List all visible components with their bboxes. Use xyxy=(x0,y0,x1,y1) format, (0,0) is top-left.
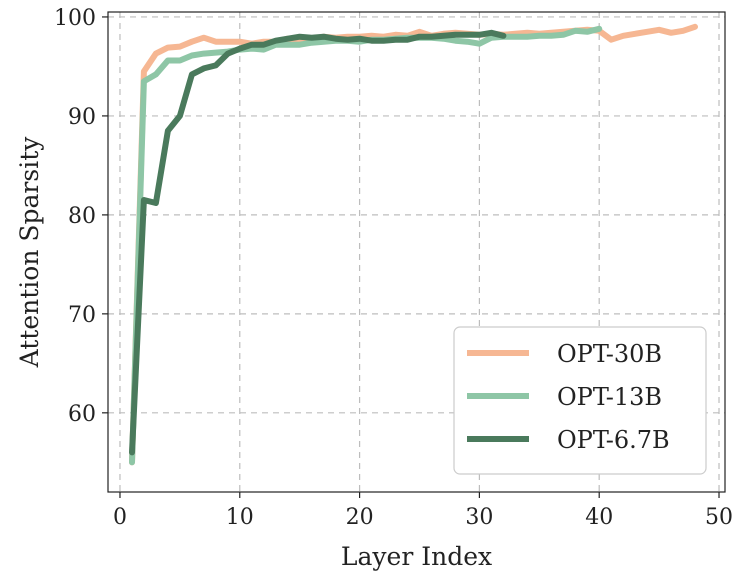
y-axis-label: Attention Sparsity xyxy=(15,136,44,369)
x-tick-label: 40 xyxy=(585,505,613,530)
x-tick-label: 0 xyxy=(113,505,127,530)
y-tick-label: 80 xyxy=(68,204,96,229)
x-tick-label: 50 xyxy=(705,505,732,530)
series-layer xyxy=(129,23,698,466)
legend-label-opt-30b: OPT-30B xyxy=(557,340,662,368)
plot-frame xyxy=(107,11,726,493)
tick-labels: 0 10 20 30 40 50 60 70 80 90 100 xyxy=(54,6,732,530)
series-line-opt-6-7b xyxy=(129,29,507,456)
legend-label-opt-13b: OPT-13B xyxy=(557,383,662,411)
legend-label-opt-6-7b: OPT-6.7B xyxy=(557,426,670,454)
y-tick-label: 90 xyxy=(68,105,96,130)
y-tick-label: 100 xyxy=(54,6,96,31)
series-line-opt-30b xyxy=(129,23,698,466)
legend: OPT-30B OPT-13B OPT-6.7B xyxy=(453,326,707,475)
x-axis-label: Layer Index xyxy=(341,542,492,571)
x-tick-label: 20 xyxy=(346,505,374,530)
y-tick-label: 60 xyxy=(68,402,96,427)
y-tick-label: 70 xyxy=(68,303,96,328)
x-tick-label: 30 xyxy=(465,505,493,530)
x-tick-label: 10 xyxy=(226,505,254,530)
